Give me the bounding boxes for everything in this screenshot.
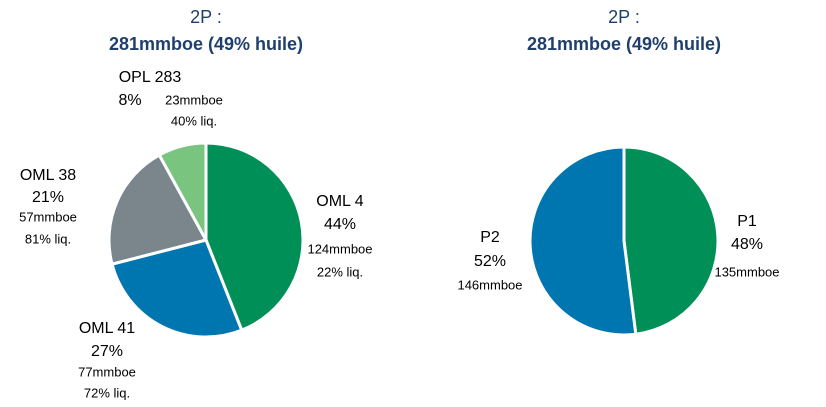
pie-slice: [107, 152, 209, 266]
slice-volume: 77mmboe: [78, 364, 136, 379]
pie-slice: [622, 145, 720, 336]
slice-percent: 8%: [118, 92, 141, 109]
pie-slice: [204, 141, 305, 333]
slice-liquid: 22% liq.: [317, 264, 363, 279]
chart-title: 2P :: [190, 7, 222, 27]
slice-volume: 57mmboe: [19, 209, 77, 224]
slice-volume: 23mmboe: [165, 92, 223, 107]
slice-volume: 146mmboe: [457, 277, 522, 292]
slice-liquid: 40% liq.: [171, 113, 217, 128]
slice-liquid: 81% liq.: [25, 231, 71, 246]
slice-percent: 44%: [324, 216, 356, 233]
slice-name: OML 38: [20, 167, 76, 184]
slice-volume: 135mmboe: [714, 264, 779, 279]
pie-slice: [157, 141, 208, 241]
chart-subtitle: 281mmboe (49% huile): [109, 34, 303, 54]
slice-name: P2: [480, 229, 500, 246]
slice-percent: 21%: [32, 189, 64, 206]
chart-subtitle: 281mmboe (49% huile): [527, 34, 721, 54]
slice-volume: 124mmboe: [307, 241, 372, 256]
slice-percent: 48%: [731, 236, 763, 253]
slice-percent: 27%: [91, 343, 123, 360]
slice-name: OPL 283: [119, 69, 182, 86]
pie-slice: [528, 145, 638, 337]
slice-name: OML 4: [316, 193, 364, 210]
slice-name: OML 41: [79, 320, 135, 337]
slice-percent: 52%: [474, 253, 506, 270]
chart-title: 2P :: [608, 7, 640, 27]
slice-name: P1: [737, 213, 757, 230]
pie-slice: [110, 238, 244, 339]
slice-liquid: 72% liq.: [84, 385, 130, 400]
